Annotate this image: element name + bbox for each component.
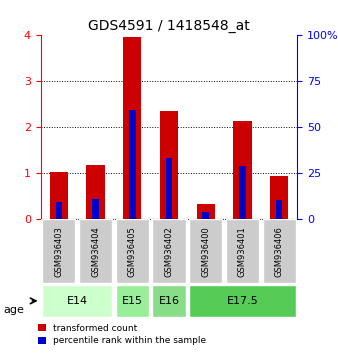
Bar (276, 200, 282, 219)
Bar (202, 212, 209, 219)
Bar (160, 111, 178, 219)
FancyBboxPatch shape (79, 219, 112, 283)
Text: GSM936404: GSM936404 (91, 226, 100, 277)
Text: age: age (3, 305, 24, 315)
Bar (196, 204, 215, 219)
Text: GSM936405: GSM936405 (128, 226, 137, 277)
FancyBboxPatch shape (263, 219, 296, 283)
Text: GSM936400: GSM936400 (201, 226, 210, 277)
Text: E16: E16 (159, 296, 179, 306)
FancyBboxPatch shape (189, 285, 296, 317)
FancyBboxPatch shape (42, 219, 75, 283)
Text: GSM936406: GSM936406 (274, 226, 284, 277)
FancyBboxPatch shape (116, 285, 149, 317)
FancyBboxPatch shape (152, 219, 186, 283)
Text: E15: E15 (122, 296, 143, 306)
Bar (233, 120, 251, 219)
Text: E17.5: E17.5 (226, 296, 258, 306)
Legend: transformed count, percentile rank within the sample: transformed count, percentile rank withi… (38, 324, 206, 346)
Text: GSM936402: GSM936402 (165, 226, 173, 277)
Bar (129, 110, 136, 219)
FancyBboxPatch shape (189, 219, 222, 283)
Text: GSM936403: GSM936403 (54, 226, 64, 277)
Bar (87, 165, 105, 219)
Bar (123, 37, 142, 219)
Bar (270, 176, 288, 219)
FancyBboxPatch shape (152, 285, 186, 317)
Text: E14: E14 (67, 296, 88, 306)
FancyBboxPatch shape (226, 219, 259, 283)
Title: GDS4591 / 1418548_at: GDS4591 / 1418548_at (88, 19, 250, 33)
FancyBboxPatch shape (116, 219, 149, 283)
Bar (56, 202, 62, 219)
FancyBboxPatch shape (42, 285, 112, 317)
Bar (166, 158, 172, 219)
Bar (50, 172, 68, 219)
Bar (239, 166, 246, 219)
Bar (92, 199, 99, 219)
Text: GSM936401: GSM936401 (238, 226, 247, 277)
